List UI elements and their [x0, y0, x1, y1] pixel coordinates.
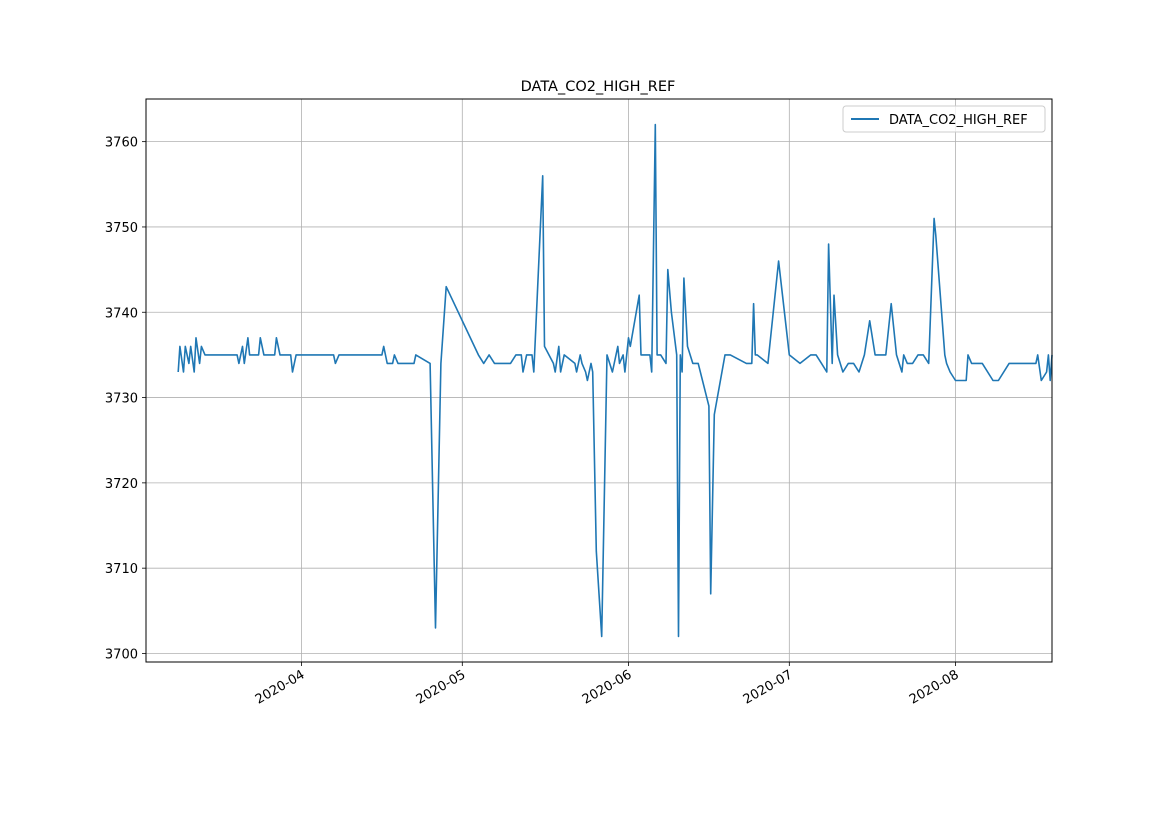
- series-layer: [177, 123, 1053, 638]
- grid-lines: [146, 99, 1052, 662]
- plot-area-frame: [145, 98, 1053, 663]
- y-tick-label: 3730: [105, 392, 138, 407]
- legend-label: DATA_CO2_HIGH_REF: [889, 113, 1028, 128]
- y-tick-label: 3750: [105, 221, 138, 236]
- chart-title: DATA_CO2_HIGH_REF: [521, 79, 676, 95]
- legend: DATA_CO2_HIGH_REF: [842, 105, 1046, 133]
- legend-box: [842, 105, 1046, 133]
- y-tick-label: 3740: [105, 306, 138, 321]
- y-tick-label: 3760: [105, 136, 138, 151]
- y-tick-label: 3720: [105, 477, 138, 492]
- y-tick-label: 3710: [105, 562, 138, 577]
- y-tick-label: 3700: [105, 647, 138, 662]
- series-line-data-co2-high-ref: [177, 123, 1053, 638]
